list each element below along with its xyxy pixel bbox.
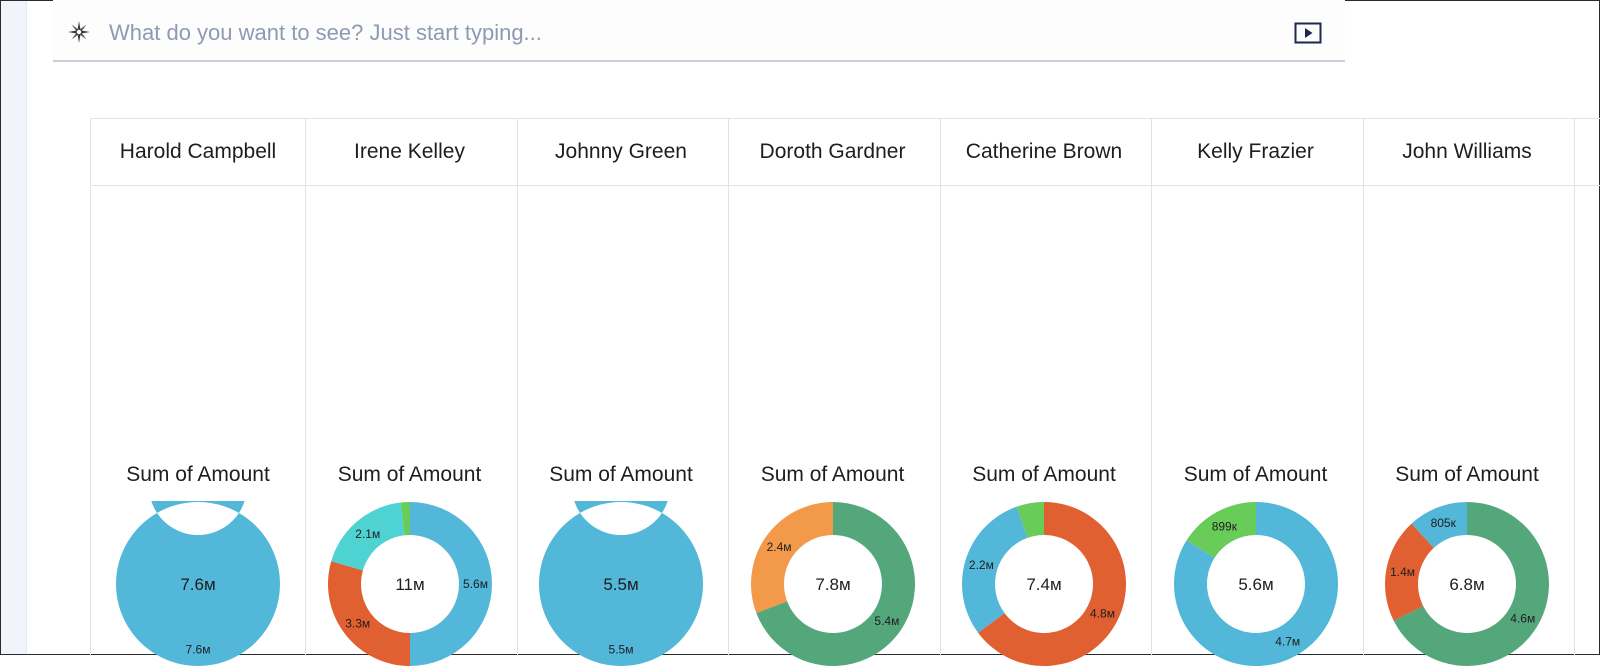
metric-title: Sum of Amount: [972, 463, 1116, 486]
donut-slice[interactable]: [400, 502, 410, 536]
donut-slice[interactable]: [409, 502, 492, 666]
chart-cell: Sum of Amount 5.4м 2.4м 7.8м: [726, 186, 941, 666]
play-icon[interactable]: [1294, 22, 1322, 44]
column-header[interactable]: Harold Campbell: [91, 119, 306, 185]
chart-cell: Sum of Amount 5.6м 3.3м 2.1м 11м: [303, 186, 518, 666]
donut-total-label: 6.8м: [1449, 575, 1484, 594]
slice-label: 2.1м: [355, 527, 380, 541]
donut-slice[interactable]: [539, 501, 703, 666]
slice-label: 5.4м: [874, 614, 899, 628]
slice-label: 5.5м: [609, 643, 634, 657]
donut-slice[interactable]: [755, 502, 915, 666]
column-header[interactable]: Doroth Gardner: [726, 119, 941, 185]
donut-total-label: 7.8м: [815, 575, 850, 594]
donut-chart[interactable]: 4.8м 2.2м 7.4м: [961, 501, 1127, 667]
donut-slice[interactable]: [1173, 502, 1338, 666]
slice-label: 2.2м: [969, 558, 994, 572]
metric-title: Sum of Amount: [549, 463, 693, 486]
donut-slice[interactable]: [116, 501, 280, 666]
donut-slice[interactable]: [1385, 523, 1434, 621]
donut-total-label: 11м: [395, 575, 424, 594]
donut-chart[interactable]: 7.6м 7.6м: [115, 501, 281, 667]
donut-slice[interactable]: [962, 506, 1028, 633]
metric-title: Sum of Amount: [126, 463, 270, 486]
donut-slice[interactable]: [1016, 502, 1044, 538]
donut-slice[interactable]: [978, 502, 1126, 666]
donut-chart[interactable]: 4.6м 1.4м 805к 6.8м: [1384, 501, 1550, 667]
metric-title: Sum of Amount: [337, 463, 482, 486]
column-header[interactable]: Johnny Green: [514, 119, 729, 185]
donut-slice[interactable]: [1411, 502, 1467, 548]
donut-slice[interactable]: [1186, 502, 1256, 558]
donut-chart[interactable]: 5.4м 2.4м 7.8м: [750, 501, 916, 667]
slice-label: 1.4м: [1390, 565, 1415, 579]
donut-total-label: 7.6м: [180, 575, 215, 594]
results-grid: Harold Campbell Irene Kelley Johnny Green D…: [90, 118, 1600, 666]
donut-slice[interactable]: [750, 502, 833, 614]
column-header-row: Harold Campbell Irene Kelley Johnny Green D…: [91, 119, 1600, 186]
slice-label: 805к: [1431, 516, 1457, 530]
left-rail: [1, 1, 27, 654]
slice-label: 4.7м: [1275, 634, 1300, 648]
donut-slice[interactable]: [1393, 502, 1549, 666]
slice-label: 3.3м: [345, 616, 370, 630]
donut-total-label: 5.6м: [1238, 575, 1273, 594]
slice-label: 899к: [1211, 520, 1237, 534]
chart-cell: Sum of Amount 4.7м 899к 5.6м: [1149, 186, 1364, 666]
donut-total-label: 7.4м: [1026, 575, 1061, 594]
metric-title: Sum of Amount: [760, 463, 905, 486]
metric-title: Sum of Amount: [1395, 463, 1539, 486]
slice-label: 4.8м: [1090, 606, 1115, 620]
column-header[interactable]: Kelly Frazier: [1149, 119, 1364, 185]
column-header[interactable]: Irene Kelley: [303, 119, 518, 185]
search-input[interactable]: [107, 14, 1211, 52]
donut-chart[interactable]: 5.5м 5.5м: [538, 501, 704, 667]
slice-label: 4.6м: [1510, 611, 1535, 625]
chart-cell: Sum of Amount 7.6м 7.6м: [91, 186, 306, 666]
sparkle-icon: [68, 21, 90, 43]
column-header[interactable]: John Williams: [1360, 119, 1575, 185]
donut-slice[interactable]: [330, 502, 405, 571]
chart-cell: Sum of Amount 5.5м 5.5м: [514, 186, 729, 666]
chart-cell: Sum of Amount 4.8м 2.2м 7.4м: [937, 186, 1152, 666]
metric-title: Sum of Amount: [1183, 463, 1328, 486]
slice-label: 7.6м: [186, 643, 211, 657]
donut-chart[interactable]: 5.6м 3.3м 2.1м 11м: [327, 501, 493, 667]
slice-label: 2.4м: [766, 540, 791, 554]
donut-total-label: 5.5м: [603, 575, 638, 594]
column-header[interactable]: Catherine Brown: [937, 119, 1152, 185]
donut-slice[interactable]: [327, 561, 410, 666]
donut-chart[interactable]: 4.7м 899к 5.6м: [1173, 501, 1339, 667]
slice-label: 5.6м: [463, 577, 488, 591]
search-bar: [53, 0, 1345, 62]
chart-cell: Sum of Amount 4.6м 1.4м 805к 6.8м: [1360, 186, 1575, 666]
